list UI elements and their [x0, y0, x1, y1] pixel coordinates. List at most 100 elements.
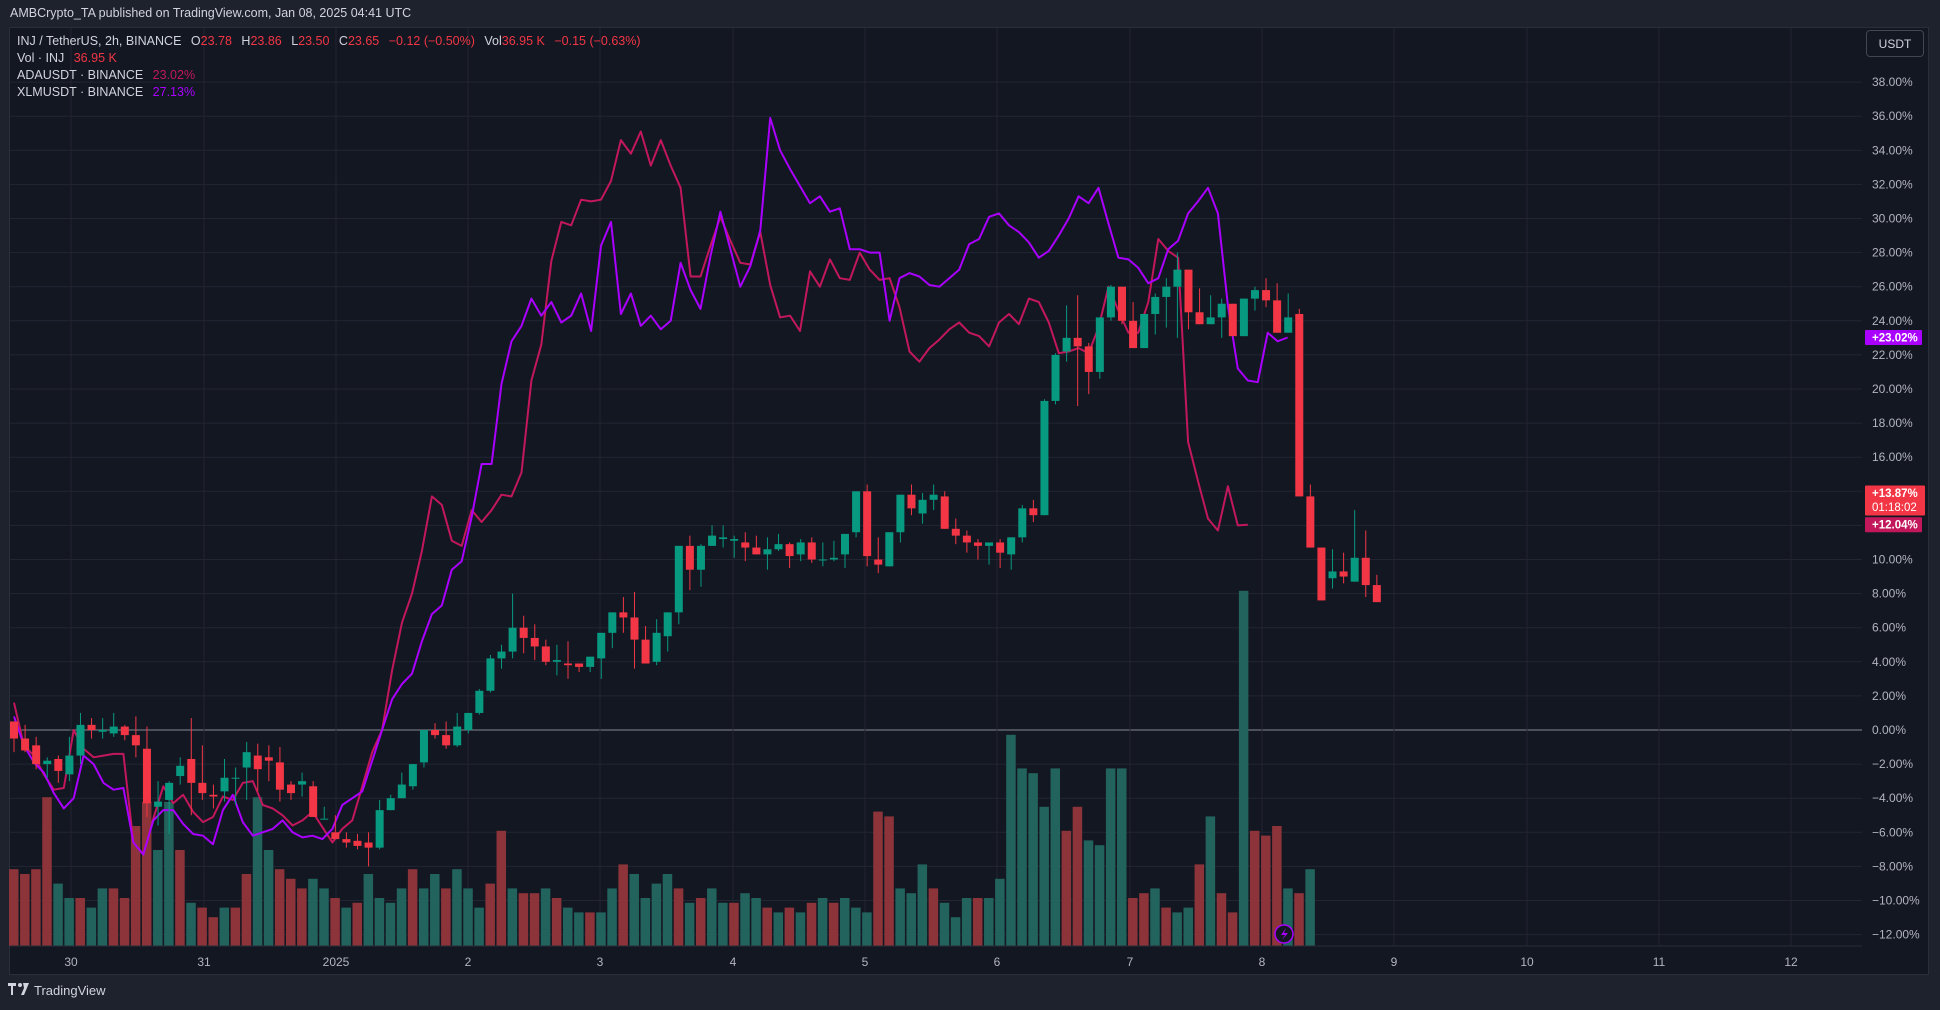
- candle-body: [275, 762, 284, 790]
- candle-body: [1051, 354, 1060, 401]
- legend-compare-xlm[interactable]: XLMUSDT · BINANCE 27.13%: [17, 85, 196, 99]
- candle-body: [973, 542, 982, 546]
- candle-body: [829, 557, 838, 560]
- volume-bar: [596, 912, 606, 946]
- candle-body: [342, 839, 351, 843]
- volume-bar: [330, 898, 340, 946]
- candle-body: [586, 656, 595, 667]
- volume-bar: [263, 850, 274, 946]
- legend-volume-indicator[interactable]: Vol · INJ 36.95 K: [17, 51, 117, 65]
- candle-body: [1361, 557, 1370, 586]
- legend-compare-ada[interactable]: ADAUSDT · BINANCE 23.02%: [17, 68, 196, 82]
- volume-bar: [895, 888, 905, 946]
- candle-body: [1129, 320, 1138, 349]
- volume-bar: [1006, 734, 1016, 946]
- volume-bar: [274, 869, 285, 946]
- time-axis-label: 30: [64, 955, 78, 969]
- volume-bar: [707, 888, 717, 946]
- chart-legend: INJ / TetherUS, 2h, BINANCE O23.78 H23.8…: [17, 33, 641, 101]
- price-axis-label: 36.00%: [1872, 109, 1913, 123]
- volume-bar: [418, 888, 429, 946]
- candle-body: [929, 494, 938, 500]
- xlm-line[interactable]: [13, 116, 1288, 856]
- volume-bar: [430, 874, 440, 946]
- candle-body: [131, 735, 140, 746]
- price-axis-label: 28.00%: [1872, 246, 1913, 260]
- ada-line[interactable]: [13, 130, 1248, 856]
- price-axis-label: −2.00%: [1872, 757, 1913, 771]
- volume-bar: [840, 898, 850, 946]
- volume-bar: [119, 898, 130, 946]
- candle-body: [1195, 312, 1204, 325]
- time-axis[interactable]: 30 31 2025 2 3 4 5 6 7 8 9 10 11 12: [64, 955, 1798, 969]
- candle-body: [1295, 313, 1304, 497]
- time-axis-label: 9: [1391, 955, 1398, 969]
- candle-body: [874, 559, 883, 565]
- price-axis-label: 26.00%: [1872, 280, 1913, 294]
- volume-bar: [995, 878, 1005, 946]
- volume-bar: [1216, 893, 1227, 946]
- volume-bar: [286, 878, 296, 946]
- volume-bar: [806, 902, 817, 946]
- candle-body: [21, 738, 30, 751]
- candle-body: [298, 781, 307, 785]
- volume-bar: [629, 874, 639, 946]
- volume-bar: [374, 898, 385, 946]
- candle-body: [708, 535, 717, 546]
- candle-body: [962, 535, 971, 543]
- price-badge: [1865, 330, 1922, 346]
- currency-button[interactable]: USDT: [1866, 30, 1924, 57]
- volume-bar: [529, 893, 540, 946]
- volume-bar: [928, 888, 939, 946]
- legend-change: −0.12 (−0.50%): [388, 34, 475, 48]
- candle-body: [142, 748, 151, 804]
- volume-bar: [485, 883, 495, 946]
- candle-body: [996, 542, 1005, 553]
- volume-bar: [1249, 830, 1260, 946]
- volume-bar: [695, 898, 706, 946]
- candle-body: [176, 765, 185, 777]
- candle-body: [1118, 286, 1126, 321]
- candle-body: [1372, 585, 1381, 603]
- candle-body: [442, 735, 451, 746]
- volume-bar: [1261, 835, 1271, 946]
- candle-body: [10, 721, 18, 739]
- volume-bar: [1283, 888, 1293, 946]
- volume-bar: [1072, 806, 1083, 946]
- candle-body: [165, 782, 174, 800]
- volume-bar: [297, 888, 307, 946]
- candle-body: [896, 494, 905, 533]
- time-axis-label: 4: [730, 955, 737, 969]
- volume-bar: [662, 874, 673, 946]
- candle-body: [1062, 337, 1071, 352]
- time-axis-label: 7: [1127, 955, 1134, 969]
- volume-bar: [53, 883, 63, 946]
- legend-main-series[interactable]: INJ / TetherUS, 2h, BINANCE O23.78 H23.8…: [17, 34, 641, 48]
- price-axis[interactable]: 38.00% 36.00% 34.00% 32.00% 30.00% 28.00% 26.0…: [1865, 75, 1925, 942]
- candle-body: [863, 491, 872, 557]
- volume-bar: [1050, 768, 1061, 946]
- candle-body: [287, 784, 295, 794]
- legend-open: 23.78: [200, 34, 232, 48]
- tradingview-logo[interactable]: TradingView: [8, 983, 106, 998]
- candle-body: [154, 801, 163, 807]
- price-axis-label: −6.00%: [1872, 825, 1913, 839]
- volume-bar: [230, 907, 241, 946]
- candle-body: [242, 752, 251, 768]
- candle-body: [187, 758, 196, 783]
- lightning-icon[interactable]: [1274, 924, 1294, 944]
- volume-bar: [551, 898, 562, 946]
- time-axis-label: 31: [197, 955, 211, 969]
- price-axis-label: 30.00%: [1872, 212, 1913, 226]
- volume-bar: [1094, 845, 1105, 946]
- volume-bar: [42, 797, 52, 946]
- volume-bar: [385, 902, 396, 946]
- time-axis-label: 11: [1653, 955, 1666, 969]
- lightning-icon-bolt: [1281, 928, 1288, 940]
- candle-body: [1350, 557, 1359, 582]
- candle-body: [453, 726, 462, 746]
- candle-body: [109, 726, 118, 734]
- chart-panel[interactable]: [9, 27, 1929, 975]
- candle-body: [685, 545, 694, 570]
